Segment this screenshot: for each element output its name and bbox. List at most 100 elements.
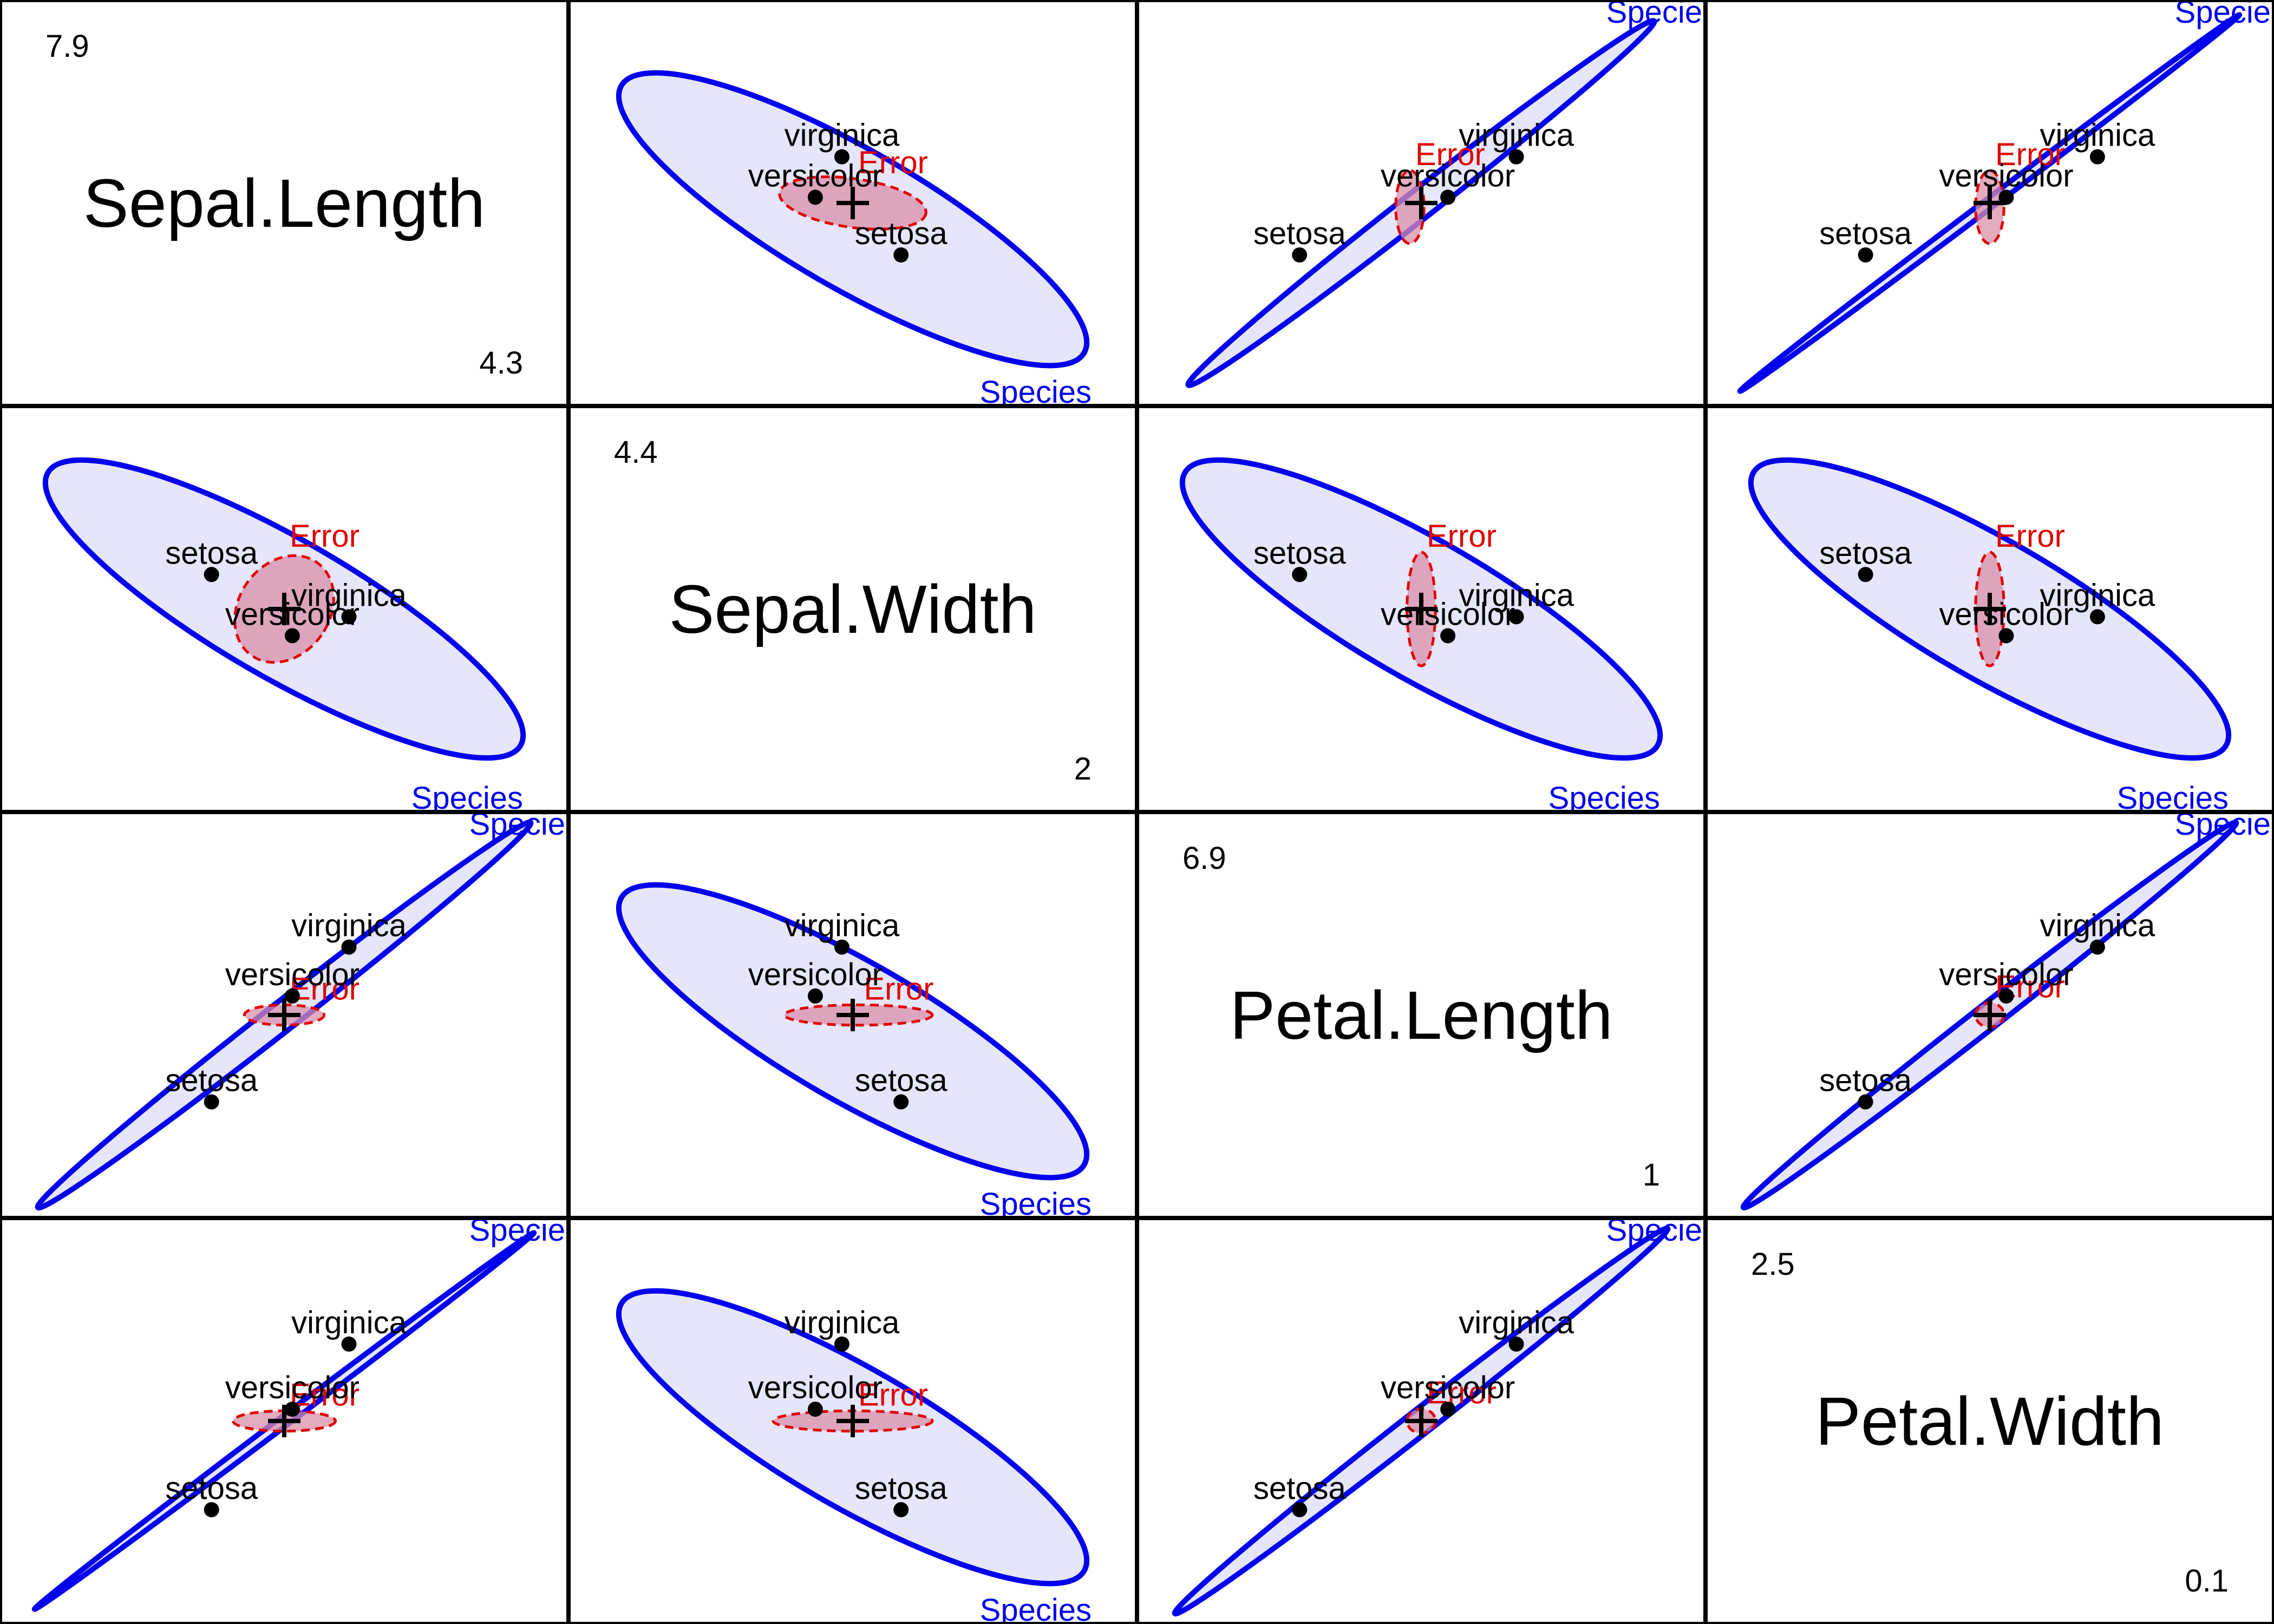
group-mean-label-virginica: virginica [785,1305,900,1340]
group-mean-point-virginica [341,939,357,955]
error-ellipse-label: Error [858,1377,928,1412]
group-mean-label-setosa: setosa [1819,1063,1912,1098]
matrix-cell-sepal-length-vs-petal-width: Error setosa versicolor virginica Specie [1706,0,2274,406]
group-mean-label-virginica: virginica [2040,118,2155,153]
range-max-label: 4.4 [614,435,658,470]
group-mean-point-versicolor [284,988,300,1004]
matrix-cell-petal-width-vs-sepal-width: Error setosa versicolor virginica Species [568,1218,1137,1624]
group-mean-label-virginica: virginica [1459,1305,1574,1340]
error-ellipse-label: Error [1427,519,1497,554]
group-mean-point-setosa [1292,247,1308,263]
group-mean-point-versicolor [1440,1402,1456,1417]
group-mean-label-virginica: virginica [291,1305,407,1340]
hypothesis-ellipse-label: Specie [2175,807,2271,842]
group-mean-point-virginica [1508,1336,1524,1352]
hypothesis-ellipse-label: Specie [469,807,565,842]
matrix-cell-petal-length-vs-sepal-width: Error setosa versicolor virginica Species [568,812,1137,1222]
cell-frame [0,812,568,1218]
group-mean-point-versicolor [1440,628,1456,644]
hypothesis-ellipse-label: Specie [1606,0,1702,30]
variable-name-label: Petal.Width [1815,1383,2164,1459]
group-mean-label-versicolor: versicolor [225,957,360,992]
group-mean-point-setosa [1292,1502,1308,1517]
matrix-cell-petal-width-vs-petal-width: Petal.Width 2.5 0.1 [1706,1218,2274,1624]
matrix-cell-sepal-length-vs-petal-length: Error setosa versicolor virginica Specie [1137,0,1706,406]
range-min-label: 4.3 [479,345,523,381]
group-mean-label-setosa: setosa [855,1063,948,1098]
cell-frame [568,1218,1137,1624]
hypothesis-ellipse-label: Species [980,1187,1092,1222]
group-mean-label-setosa: setosa [855,1471,948,1506]
error-ellipse-label: Error [1427,1376,1497,1411]
group-mean-label-versicolor: versicolor [225,597,360,632]
hypothesis-ellipse-label: Specie [2175,0,2271,30]
group-mean-point-setosa [1858,1094,1873,1110]
variable-name-label: Sepal.Length [83,165,486,241]
group-mean-point-virginica [2089,939,2105,955]
cell-frame [1137,406,1706,812]
cell-frame [1706,812,2274,1218]
cell-frame [568,406,1137,812]
group-mean-point-virginica [341,1336,357,1352]
variable-name-label: Petal.Length [1230,977,1613,1053]
group-mean-point-virginica [834,149,850,165]
group-mean-point-virginica [2089,149,2105,165]
error-ellipse-label: Error [290,519,360,554]
group-mean-label-virginica: virginica [291,908,407,944]
range-max-label: 6.9 [1182,841,1226,876]
hypothesis-ellipse-label: Species [1548,781,1660,816]
cell-frame [1706,0,2274,406]
cell-frame [1137,0,1706,406]
hypothesis-ellipse-label: Species [980,1593,1092,1624]
group-mean-point-versicolor [1998,189,2014,205]
group-mean-point-versicolor [807,988,823,1004]
group-mean-label-setosa: setosa [165,535,258,571]
error-ellipse-label: Error [290,971,360,1006]
hypothesis-ellipse-label: Species [2117,781,2229,816]
hypothesis-ellipse-label: Specie [1606,1213,1702,1248]
group-mean-label-setosa: setosa [1819,535,1912,571]
group-mean-label-virginica: virginica [291,578,407,613]
matrix-cell-petal-length-vs-petal-length: Petal.Length 6.9 1 [1137,812,1706,1218]
group-mean-label-versicolor: versicolor [1939,158,2073,193]
group-mean-label-virginica: virginica [1459,118,1574,153]
range-min-label: 2 [1074,751,1092,787]
error-ellipse-label: Error [1995,519,2065,554]
cell-frame [1137,1218,1706,1624]
cell-frame [0,0,568,406]
group-mean-point-versicolor [1998,988,2014,1004]
group-mean-label-setosa: setosa [1819,216,1912,251]
range-min-label: 1 [1643,1157,1660,1193]
matrix-cell-petal-width-vs-sepal-length: Error setosa versicolor virginica Specie [0,1218,568,1624]
range-max-label: 7.9 [45,29,89,64]
hypothesis-ellipse-label: Species [411,781,523,816]
group-mean-point-virginica [834,1336,850,1352]
cell-frame [1706,1218,2274,1624]
group-mean-label-setosa: setosa [1253,216,1347,251]
group-mean-label-virginica: virginica [2040,578,2155,613]
range-max-label: 2.5 [1751,1247,1795,1282]
matrix-cell-sepal-length-vs-sepal-length: Sepal.Length 7.9 4.3 [0,0,568,406]
group-mean-point-versicolor [807,189,823,205]
error-ellipse-label: Error [1415,137,1485,172]
group-mean-label-versicolor: versicolor [1939,597,2073,632]
group-mean-point-versicolor [807,1402,823,1417]
group-mean-label-virginica: virginica [785,908,900,944]
group-mean-point-setosa [893,1094,909,1110]
group-mean-point-versicolor [1440,189,1456,205]
group-mean-point-virginica [1508,149,1524,165]
group-mean-label-virginica: virginica [785,118,900,153]
